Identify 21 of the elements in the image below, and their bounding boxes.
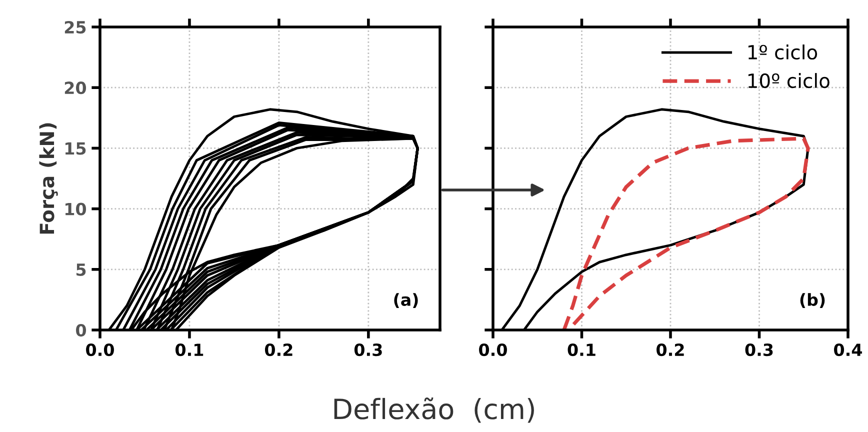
x-tick-label: 0.3 <box>354 343 382 356</box>
y-tick-label: 5 <box>76 264 86 276</box>
legend-label: 1º ciclo <box>748 44 818 60</box>
x-tick-label: 0.4 <box>834 343 862 356</box>
x-tick-label: 0.1 <box>568 343 596 356</box>
y-tick-label: 0 <box>76 324 86 337</box>
legend-label: 10º ciclo <box>748 73 830 88</box>
x-tick-label: 0.0 <box>479 343 507 356</box>
y-tick-label: 25 <box>64 20 86 34</box>
x-tick-label: 0.0 <box>86 343 114 356</box>
x-axis-title: Deflexão (cm) <box>334 397 534 423</box>
x-tick-label: 0.2 <box>656 343 684 356</box>
x-tick-label: 0.1 <box>176 343 204 356</box>
annotation: (b) <box>800 293 825 308</box>
y-tick-label: 20 <box>64 82 86 94</box>
y-tick-label: 15 <box>65 142 86 155</box>
x-tick-label: 0.2 <box>264 343 292 356</box>
annotation: (a) <box>394 293 418 308</box>
y-axis-title: Força (kN) <box>39 123 58 234</box>
x-tick-label: 0.3 <box>745 343 773 356</box>
y-tick-label: 10 <box>65 202 86 216</box>
